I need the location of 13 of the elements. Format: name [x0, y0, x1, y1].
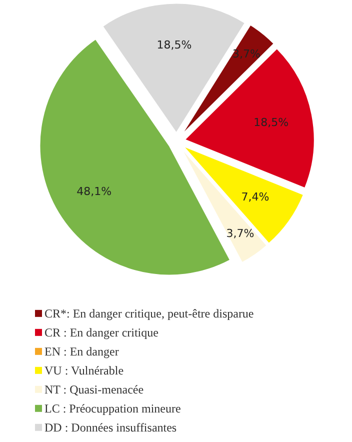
legend-label: NT : Quasi-menacée — [44, 382, 144, 396]
data-label: 7,4% — [241, 190, 270, 204]
legend-label: DD : Données insuffisantes — [44, 420, 177, 434]
legend-label: EN : En danger — [44, 344, 119, 358]
legend-label: LC : Préocuppation mineure — [44, 401, 181, 416]
legend-label: CR*: En danger critique, peut-être disparue — [44, 306, 254, 320]
legend-label: CR : En danger critique — [44, 325, 158, 340]
data-label: 18,5% — [156, 38, 192, 52]
data-label: 18,5% — [254, 116, 289, 129]
data-label: 3,7% — [226, 226, 254, 240]
data-label: 48,1% — [76, 184, 112, 198]
data-label: 3,7% — [232, 47, 261, 60]
legend-label: VU : Vulnérable — [44, 363, 124, 378]
